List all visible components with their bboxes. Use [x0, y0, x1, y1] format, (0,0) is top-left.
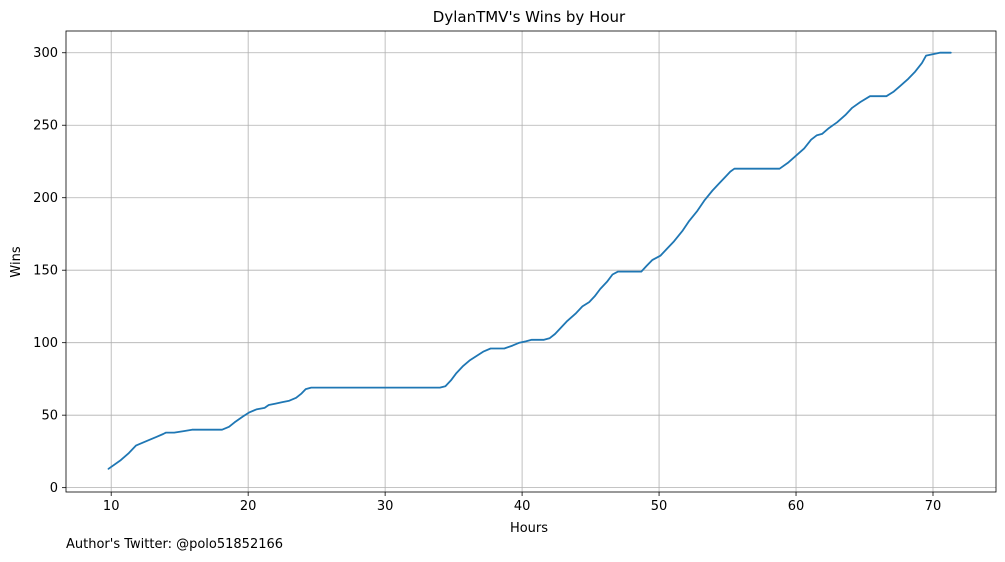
y-tick-label: 250 [33, 119, 58, 134]
x-tick-label: 10 [103, 499, 120, 514]
y-tick-label: 100 [33, 336, 58, 351]
series-line [107, 51, 952, 470]
x-tick-label: 60 [788, 499, 805, 514]
ticks: 10 20 30 40 50 60 70 0 50 100 150 200 250 300 [33, 46, 941, 514]
x-tick-label: 30 [377, 499, 394, 514]
chart-title: DylanTMV's Wins by Hour [433, 8, 626, 26]
y-tick-label: 0 [50, 481, 58, 496]
x-axis-label: Hours [510, 521, 548, 536]
y-axis-label: Wins [9, 246, 24, 277]
y-tick-label: 50 [41, 409, 58, 424]
grid [66, 31, 996, 492]
y-tick-label: 300 [33, 46, 58, 61]
x-tick-label: 70 [925, 499, 942, 514]
plot-area [107, 51, 952, 470]
y-tick-label: 200 [33, 191, 58, 206]
x-tick-label: 50 [651, 499, 668, 514]
axes-frame [65, 30, 997, 493]
y-tick-label: 150 [33, 264, 58, 279]
x-tick-label: 20 [240, 499, 257, 514]
x-tick-label: 40 [514, 499, 531, 514]
author-twitter-note: Author's Twitter: @polo51852166 [66, 537, 284, 552]
